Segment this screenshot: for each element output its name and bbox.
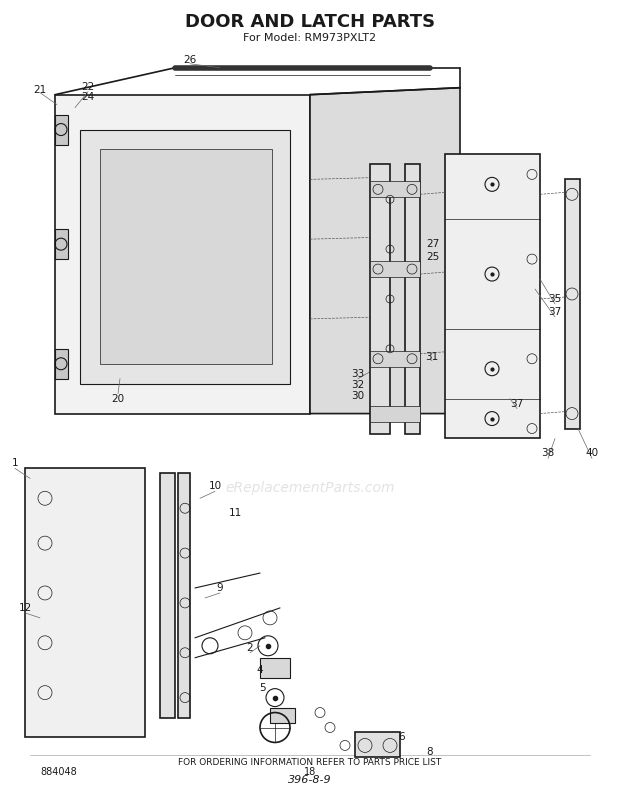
Text: 40: 40 <box>585 449 598 458</box>
Text: 30: 30 <box>352 391 365 401</box>
Text: DOOR AND LATCH PARTS: DOOR AND LATCH PARTS <box>185 13 435 31</box>
Text: 22: 22 <box>81 82 95 92</box>
Text: 26: 26 <box>184 55 197 64</box>
Polygon shape <box>355 733 400 758</box>
Text: 21: 21 <box>33 85 46 94</box>
Text: 32: 32 <box>352 380 365 390</box>
Text: 18: 18 <box>304 767 316 777</box>
Text: 884048: 884048 <box>40 767 77 777</box>
Text: 5: 5 <box>260 682 267 692</box>
Text: 24: 24 <box>81 92 95 101</box>
Polygon shape <box>178 473 190 718</box>
Polygon shape <box>55 94 310 413</box>
Text: 25: 25 <box>427 252 440 262</box>
Polygon shape <box>25 468 145 737</box>
Text: 37: 37 <box>510 399 524 409</box>
Text: 33: 33 <box>352 369 365 379</box>
Text: FOR ORDERING INFORMATION REFER TO PARTS PRICE LIST: FOR ORDERING INFORMATION REFER TO PARTS … <box>179 758 441 767</box>
Polygon shape <box>55 115 68 145</box>
Text: 9: 9 <box>216 583 223 593</box>
Text: 4: 4 <box>257 665 264 674</box>
Text: 12: 12 <box>19 603 32 613</box>
Polygon shape <box>270 707 295 722</box>
Polygon shape <box>370 164 390 434</box>
Polygon shape <box>160 473 175 718</box>
Text: 20: 20 <box>112 394 125 404</box>
Text: 10: 10 <box>208 481 221 491</box>
Polygon shape <box>260 658 290 678</box>
Polygon shape <box>405 164 420 434</box>
Polygon shape <box>80 130 290 384</box>
Polygon shape <box>565 179 580 428</box>
Text: 11: 11 <box>228 509 242 518</box>
Text: 6: 6 <box>399 733 405 743</box>
Polygon shape <box>370 261 420 277</box>
Polygon shape <box>370 406 420 421</box>
Text: 37: 37 <box>548 307 562 317</box>
Text: 38: 38 <box>541 449 555 458</box>
Text: 27: 27 <box>427 239 440 249</box>
Polygon shape <box>445 155 540 439</box>
Text: 1: 1 <box>12 458 19 468</box>
Polygon shape <box>100 149 272 364</box>
Text: 8: 8 <box>427 747 433 758</box>
Text: 35: 35 <box>548 294 562 304</box>
Polygon shape <box>370 351 420 367</box>
Text: For Model: RM973PXLT2: For Model: RM973PXLT2 <box>244 33 376 43</box>
Text: 396-8-9: 396-8-9 <box>288 775 332 785</box>
Polygon shape <box>310 88 460 413</box>
Polygon shape <box>370 182 420 197</box>
Polygon shape <box>55 349 68 379</box>
Text: 2: 2 <box>247 643 254 653</box>
Text: eReplacementParts.com: eReplacementParts.com <box>225 481 395 495</box>
Polygon shape <box>55 230 68 259</box>
Text: 31: 31 <box>425 352 438 362</box>
